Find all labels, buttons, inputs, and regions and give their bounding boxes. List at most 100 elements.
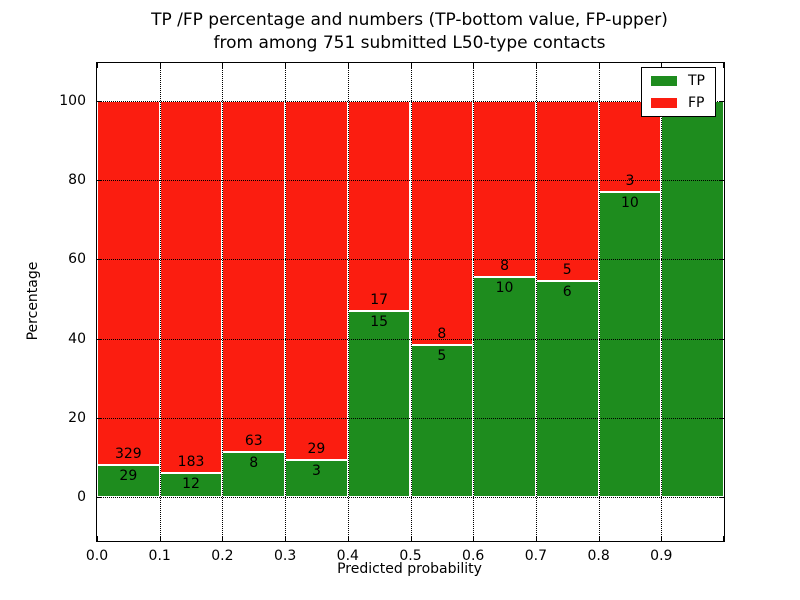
x-tick-label: 0.4 — [336, 548, 359, 564]
y-tick-label: 100 — [59, 93, 86, 109]
x-tick-label: 0.0 — [85, 548, 109, 564]
x-tick-mark — [285, 536, 287, 541]
y-tick-mark-right — [719, 180, 724, 182]
x-tick-label: 0.8 — [587, 548, 610, 564]
chart-title: TP /FP percentage and numbers (TP-bottom… — [96, 9, 723, 55]
y-tick-label: 60 — [68, 251, 86, 268]
y-tick-mark-right — [719, 101, 724, 102]
horizontal-gridline — [97, 180, 724, 182]
y-tick-label: 20 — [68, 409, 86, 426]
tp-legend-swatch — [651, 76, 677, 86]
bar-segment-tp — [473, 277, 536, 497]
x-tick-label: 0.5 — [399, 548, 422, 564]
tp-count-label: 10 — [621, 195, 639, 212]
x-tick-mark-top — [97, 63, 98, 68]
x-tick-mark — [97, 536, 98, 541]
bar-segment-tp — [347, 311, 411, 497]
fp-count-label: 29 — [307, 440, 326, 457]
bar-segment-tp — [159, 472, 223, 497]
x-tick-mark — [222, 536, 224, 541]
tp-count-label: 10 — [495, 280, 514, 296]
x-tick-label: 0.9 — [650, 548, 673, 564]
y-tick-mark — [97, 180, 102, 182]
y-tick-mark — [97, 101, 102, 102]
vertical-gridline — [661, 63, 663, 541]
vertical-gridline — [598, 63, 600, 541]
fp-count-label: 8 — [500, 258, 510, 274]
chart-title-line-1: TP /FP percentage and numbers (TP-bottom… — [151, 10, 668, 30]
x-tick-mark-top — [159, 63, 161, 68]
legend-item-tp: TP — [651, 74, 705, 88]
tp-count-label: 3 — [311, 462, 321, 479]
x-tick-mark-top — [347, 63, 349, 68]
horizontal-gridline — [97, 497, 724, 498]
x-tick-mark — [661, 536, 663, 541]
bar-segment-tp — [535, 281, 599, 497]
x-tick-mark — [473, 536, 475, 541]
bar-segment-tp — [222, 452, 286, 497]
y-tick-mark — [97, 497, 102, 498]
x-tick-label: 0.1 — [148, 548, 171, 564]
x-tick-mark-top — [598, 63, 600, 68]
vertical-gridline — [285, 63, 287, 541]
bar-segment-tp — [598, 192, 662, 497]
y-tick-mark — [97, 338, 102, 340]
x-tick-mark-top — [410, 63, 412, 68]
fp-legend-swatch — [651, 98, 677, 108]
legend: TP FP — [641, 67, 716, 117]
fp-count-label: 5 — [562, 262, 572, 278]
fp-count-label: 17 — [370, 292, 389, 309]
x-tick-mark — [723, 536, 724, 541]
tp-count-label: 29 — [119, 467, 138, 484]
x-tick-mark — [410, 536, 412, 541]
vertical-gridline — [347, 63, 349, 541]
vertical-gridline — [410, 63, 412, 541]
tp-legend-label: TP — [688, 73, 705, 89]
x-tick-mark-top — [661, 63, 663, 68]
y-tick-label: 0 — [77, 489, 86, 505]
bar-segment-fp — [97, 101, 160, 465]
x-tick-mark-top — [473, 63, 475, 68]
horizontal-gridline — [97, 338, 724, 340]
tp-count-label: 15 — [370, 314, 389, 331]
bar-segment-tp — [410, 344, 474, 497]
horizontal-gridline — [97, 417, 724, 419]
bar-segment-tp — [97, 464, 160, 497]
tp-count-label: 6 — [562, 284, 572, 300]
vertical-gridline — [473, 63, 475, 541]
y-tick-label: 40 — [68, 330, 86, 347]
tp-count-label: 12 — [182, 475, 200, 492]
y-tick-mark-right — [719, 417, 724, 419]
bar-segment-fp — [535, 101, 599, 281]
tp-count-label: 5 — [437, 347, 447, 364]
y-tick-mark — [97, 259, 102, 261]
tp-count-label: 8 — [249, 455, 259, 472]
y-tick-mark-right — [719, 259, 724, 261]
x-tick-mark-top — [222, 63, 224, 68]
legend-item-fp: FP — [651, 96, 705, 110]
x-tick-mark-top — [285, 63, 287, 68]
bar-segment-fp — [347, 101, 411, 312]
fp-count-label: 183 — [177, 453, 205, 470]
fp-count-label: 329 — [114, 445, 142, 462]
x-tick-label: 0.7 — [524, 548, 548, 564]
x-tick-label: 0.2 — [211, 548, 234, 564]
horizontal-gridline — [97, 259, 724, 261]
y-tick-mark — [97, 417, 102, 419]
plot-area: TP FP 29329121838633291517581086510380.0… — [59, 62, 725, 564]
x-tick-mark — [598, 536, 600, 541]
x-tick-mark — [159, 536, 161, 541]
fp-count-label: 63 — [244, 433, 263, 450]
fp-legend-label: FP — [688, 95, 705, 111]
vertical-gridline — [222, 63, 224, 541]
y-tick-mark-right — [719, 338, 724, 340]
vertical-gridline — [159, 63, 161, 541]
x-tick-mark — [347, 536, 349, 541]
y-tick-label: 80 — [68, 172, 86, 189]
horizontal-gridline — [97, 101, 724, 102]
x-tick-label: 0.3 — [273, 548, 297, 564]
vertical-gridline — [535, 63, 537, 541]
bar-segment-fp — [410, 101, 474, 345]
x-tick-mark-top — [535, 63, 537, 68]
